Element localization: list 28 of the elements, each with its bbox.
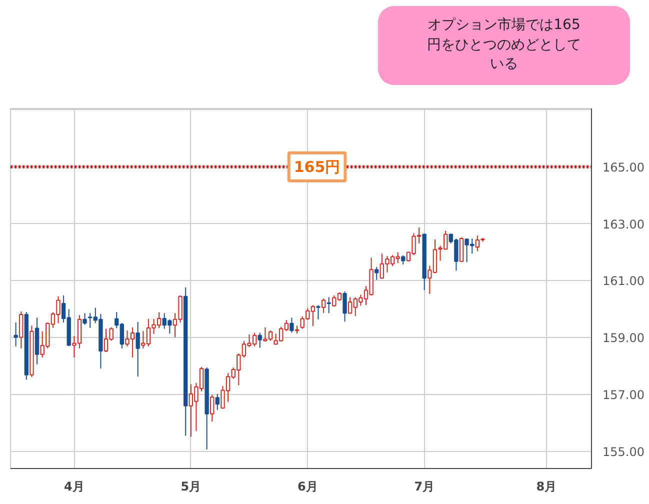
- candlestick: [19, 310, 24, 349]
- x-tick-label: 5月: [180, 480, 202, 494]
- candlestick: [258, 332, 262, 348]
- callout-bubble: オプション市場では165円をひとつのめどとしている: [378, 6, 630, 85]
- candlestick: [459, 236, 464, 262]
- candlestick: [215, 393, 220, 410]
- x-tick-label: 7月: [414, 480, 435, 494]
- y-tick-label: 165.00: [602, 160, 644, 174]
- candlestick: [136, 321, 140, 378]
- candlestick: [342, 290, 347, 322]
- x-tick-label: 6月: [297, 480, 318, 494]
- y-tick-label: 157.00: [602, 388, 644, 402]
- y-tick-label: 155.00: [602, 444, 644, 459]
- y-tick-label: 161.00: [602, 274, 644, 288]
- x-tick-label: 8月: [536, 480, 557, 494]
- candlestick: [374, 266, 379, 280]
- candlestick: [290, 317, 294, 334]
- ref-line-label: 165円: [294, 158, 340, 176]
- candlestick: [401, 254, 406, 265]
- candlestick: [82, 312, 87, 326]
- candlestick: [326, 296, 331, 314]
- candlestick: [321, 298, 326, 314]
- y-tick-label: 159.00: [602, 331, 644, 346]
- candlestick: [210, 394, 214, 422]
- y-tick-label: 163.00: [602, 217, 644, 232]
- candlestick: [14, 322, 18, 347]
- x-tick-label: 4月: [64, 480, 84, 494]
- candlestick: [316, 304, 320, 320]
